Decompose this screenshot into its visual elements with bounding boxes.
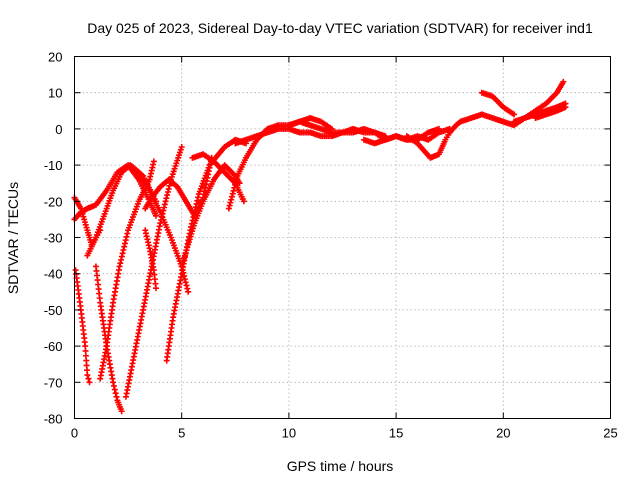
x-tick-label: 10 — [282, 426, 296, 441]
data-point — [152, 285, 159, 292]
x-tick-label: 0 — [71, 426, 78, 441]
data-series — [71, 78, 569, 415]
data-point — [110, 379, 117, 386]
axis-ticks: 0 5 10 15 20 25 -80 -70 -60 -50 -40 -30 -20 -10 0 10 20 — [44, 50, 618, 441]
series-arc-22 — [532, 104, 569, 122]
data-point — [185, 288, 192, 295]
series-arc-21 — [511, 78, 567, 125]
y-tick-label: -50 — [44, 303, 63, 318]
data-point — [240, 198, 247, 205]
data-point — [184, 285, 191, 292]
series-arc-16 — [285, 118, 442, 143]
y-tick-label: -10 — [44, 158, 63, 173]
data-point — [181, 276, 188, 283]
data-point — [511, 111, 518, 118]
series-arc-9 — [142, 227, 159, 292]
y-axis-label: SDTVAR / TECUs — [5, 182, 21, 294]
data-point — [86, 379, 93, 386]
series-arc-12 — [178, 162, 243, 270]
series-arc-18 — [403, 118, 464, 161]
data-point — [152, 212, 159, 219]
x-tick-label: 15 — [389, 426, 403, 441]
y-tick-label: -30 — [44, 231, 63, 246]
y-tick-label: 20 — [48, 50, 62, 65]
data-point — [560, 78, 567, 85]
grid — [74, 56, 611, 419]
data-point — [110, 382, 117, 389]
data-point — [85, 375, 92, 382]
x-axis-label: GPS time / hours — [287, 458, 394, 474]
y-tick-label: -80 — [44, 412, 63, 427]
series-arc-3 — [72, 267, 93, 386]
data-point — [183, 282, 190, 289]
data-point — [178, 144, 185, 150]
series-arc-15 — [232, 125, 389, 147]
data-point — [111, 386, 118, 393]
series-arc-20 — [478, 89, 518, 118]
data-point — [113, 393, 120, 400]
data-point — [112, 390, 119, 397]
plot-frame — [74, 56, 611, 419]
data-point — [84, 372, 91, 379]
x-tick-label: 25 — [603, 426, 617, 441]
series-arc-4 — [92, 263, 125, 415]
x-tick-label: 20 — [496, 426, 510, 441]
series-arc-13 — [189, 151, 247, 205]
data-point — [118, 408, 125, 415]
y-tick-label: 0 — [55, 122, 62, 137]
data-point — [150, 158, 157, 165]
y-tick-label: -40 — [44, 267, 63, 282]
y-tick-label: -20 — [44, 194, 63, 209]
x-tick-label: 5 — [178, 426, 185, 441]
y-tick-label: -60 — [44, 339, 63, 354]
y-tick-label: 10 — [48, 86, 62, 101]
y-tick-label: -70 — [44, 375, 63, 390]
data-point — [182, 279, 189, 286]
chart-title: Day 025 of 2023, Sidereal Day-to-day VTE… — [87, 20, 593, 36]
data-point — [562, 104, 569, 111]
